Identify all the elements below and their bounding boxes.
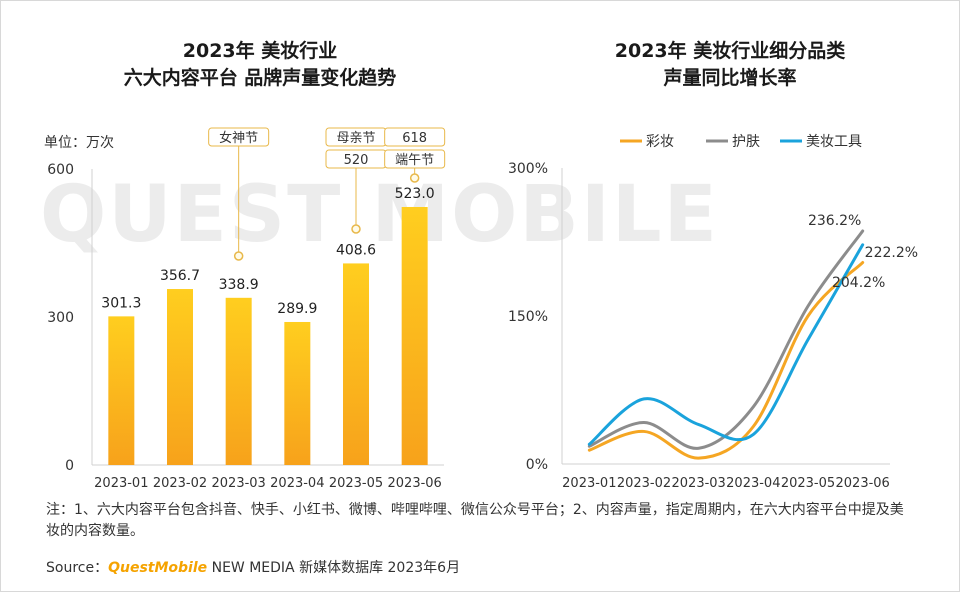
- bar: [167, 289, 193, 465]
- bar-x-tick-label: 2023-02: [153, 476, 207, 491]
- bar-x-tick-label: 2023-03: [212, 476, 266, 491]
- line-y-tick-label: 150%: [508, 309, 548, 325]
- line-chart-title: 2023年 美妆行业细分品类 声量同比增长率: [530, 38, 930, 92]
- bar-value-label: 338.9: [219, 277, 259, 293]
- unit-label: 单位：万次: [44, 135, 114, 151]
- line-y-tick-label: 0%: [526, 457, 548, 473]
- bar-y-tick-label: 600: [47, 162, 74, 178]
- line-y-tick-label: 300%: [508, 161, 548, 177]
- bar-value-label: 523.0: [395, 186, 435, 202]
- bar: [225, 297, 252, 465]
- line-x-tick-label: 2023-04: [726, 476, 780, 491]
- event-callout-dot: [351, 224, 361, 234]
- series-line: [587, 243, 865, 446]
- series-line: [587, 261, 865, 460]
- event-callout-label: 520: [344, 153, 369, 168]
- series-end-label: 204.2%: [832, 275, 885, 291]
- event-callout-label: 女神节: [219, 130, 258, 146]
- event-callout-label: 母亲节: [336, 131, 375, 146]
- line-chart-title-line-1: 2023年 美妆行业细分品类: [614, 40, 846, 62]
- legend-label: 护肤: [732, 134, 760, 150]
- series-line: [587, 229, 865, 450]
- event-callout-label: 618: [402, 131, 427, 146]
- source-line: Source：QuestMobile NEW MEDIA 新媒体数据库 2023…: [46, 557, 460, 577]
- bar-value-label: 356.7: [160, 268, 200, 284]
- event-callout-box: [384, 127, 446, 147]
- line-x-tick-label: 2023-03: [672, 476, 726, 491]
- source-suffix: NEW MEDIA 新媒体数据库 2023年6月: [207, 560, 461, 576]
- line-x-tick-label: 2023-01: [562, 476, 616, 491]
- bar: [401, 206, 428, 465]
- event-callout-label: 端午节: [395, 153, 434, 168]
- watermark: QUEST MOBILE: [40, 170, 719, 260]
- bar-value-label: 408.6: [336, 242, 376, 258]
- bar-y-tick-label: 300: [47, 310, 74, 326]
- bar-chart-title-line-2: 六大内容平台 品牌声量变化趋势: [123, 67, 397, 89]
- event-callout-dot: [409, 173, 420, 183]
- bar-chart-title: 2023年 美妆行业 六大内容平台 品牌声量变化趋势: [60, 38, 460, 92]
- line-x-tick-label: 2023-06: [836, 476, 890, 491]
- source-prefix: Source：: [46, 560, 109, 576]
- bar-value-label: 289.9: [277, 301, 317, 317]
- bar-chart: 0 300 600 301.3 2023-01 356.7 2023-02 338.9 2023…: [47, 127, 446, 491]
- event-callout-dot: [233, 251, 244, 261]
- bar-x-tick-label: 2023-05: [329, 476, 383, 491]
- bar-value-label: 301.3: [101, 295, 141, 311]
- line-chart-title-line-2: 声量同比增长率: [663, 67, 797, 89]
- bar-x-tick-label: 2023-01: [94, 476, 148, 491]
- line-chart: 0%150%300%2023-01 2023-02 2023-03 2023-04 20…: [508, 134, 918, 491]
- line-x-tick-label: 2023-05: [781, 476, 835, 491]
- series-end-label: 236.2%: [808, 213, 861, 229]
- legend-label: 彩妆: [646, 134, 674, 150]
- bar-y-tick-label: 0: [65, 458, 74, 474]
- bar: [343, 263, 369, 465]
- bar: [284, 321, 311, 465]
- bar-x-tick-label: 2023-06: [388, 476, 442, 491]
- series-end-label: 222.2%: [865, 245, 918, 261]
- legend-label: 美妆工具: [806, 134, 862, 150]
- bar-x-tick-label: 2023-04: [270, 476, 324, 491]
- line-x-tick-label: 2023-02: [617, 476, 671, 491]
- bar-chart-title-line-1: 2023年 美妆行业: [182, 40, 338, 62]
- bar: [108, 316, 135, 465]
- source-brand: QuestMobile: [108, 560, 208, 576]
- footnote: 注：1、六大内容平台包含抖音、快手、小红书、微博、哔哩哔哩、微信公众号平台；2、…: [46, 502, 904, 539]
